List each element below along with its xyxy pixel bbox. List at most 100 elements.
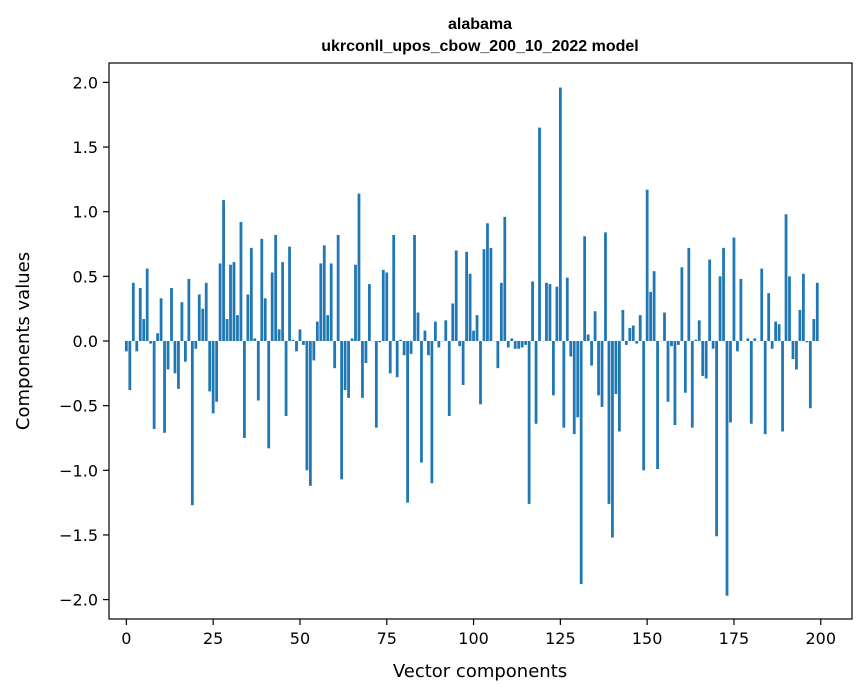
bar-27 xyxy=(218,263,222,341)
bar-55 xyxy=(315,321,319,341)
bar-125 xyxy=(558,87,562,341)
bar-140 xyxy=(611,341,614,538)
bar-184 xyxy=(763,341,767,435)
bar-130 xyxy=(576,341,580,418)
bar-109 xyxy=(503,216,507,341)
bar-99 xyxy=(468,273,472,341)
y-tick-label: −1.5 xyxy=(59,526,98,545)
bar-185 xyxy=(767,293,771,341)
bar-35 xyxy=(246,294,250,341)
bar-59 xyxy=(329,263,333,341)
bar-139 xyxy=(607,341,611,504)
bar-113 xyxy=(517,341,521,349)
bar-18 xyxy=(187,278,191,341)
bar-31 xyxy=(232,262,236,341)
y-tick-label: 0.5 xyxy=(73,267,98,286)
bar-169 xyxy=(711,341,715,349)
bar-167 xyxy=(704,341,708,379)
bar-17 xyxy=(183,341,187,362)
bar-144 xyxy=(624,341,628,345)
bar-33 xyxy=(239,222,243,341)
bar-138 xyxy=(604,232,607,341)
bar-87 xyxy=(427,341,430,356)
bar-76 xyxy=(388,341,392,374)
bar-86 xyxy=(423,330,427,341)
bar-149 xyxy=(642,341,646,471)
bar-14 xyxy=(173,341,177,374)
bar-56 xyxy=(319,263,323,341)
bar-84 xyxy=(416,312,420,341)
bar-100 xyxy=(472,330,475,341)
bar-170 xyxy=(715,341,718,537)
bar-85 xyxy=(420,341,423,463)
bar-161 xyxy=(683,341,687,393)
bar-6 xyxy=(145,268,149,341)
bar-165 xyxy=(697,320,701,341)
bar-151 xyxy=(649,291,653,341)
bar-60 xyxy=(333,341,337,369)
bar-141 xyxy=(614,341,618,395)
bar-189 xyxy=(781,341,784,432)
bar-98 xyxy=(465,251,468,341)
bar-50 xyxy=(298,329,302,341)
y-tick-label: −0.5 xyxy=(59,397,98,416)
bar-103 xyxy=(482,249,486,341)
bar-111 xyxy=(510,338,514,341)
y-tick-label: 1.0 xyxy=(73,203,98,222)
bar-171 xyxy=(718,276,722,341)
bar-93 xyxy=(447,341,451,416)
bar-150 xyxy=(645,189,649,341)
bar-173 xyxy=(725,341,729,596)
bar-127 xyxy=(565,277,569,341)
bar-73 xyxy=(378,341,382,343)
bar-188 xyxy=(777,324,781,341)
bar-102 xyxy=(479,341,482,405)
bar-2 xyxy=(131,282,135,341)
bar-131 xyxy=(579,341,583,585)
bar-158 xyxy=(673,341,677,426)
bar-123 xyxy=(552,341,555,396)
bar-122 xyxy=(548,284,552,341)
bar-41 xyxy=(267,341,271,449)
bar-61 xyxy=(336,234,340,341)
bar-89 xyxy=(433,321,437,341)
bar-65 xyxy=(350,338,354,341)
bar-108 xyxy=(499,282,503,341)
bar-152 xyxy=(652,271,656,341)
bar-157 xyxy=(670,341,673,347)
bar-20 xyxy=(194,341,198,349)
bar-37 xyxy=(253,338,257,341)
bar-53 xyxy=(308,341,312,486)
bar-40 xyxy=(263,298,267,341)
bar-164 xyxy=(694,339,698,341)
bar-136 xyxy=(597,341,600,396)
bar-63 xyxy=(343,341,347,391)
bar-124 xyxy=(555,286,559,341)
bar-9 xyxy=(156,333,159,341)
bar-0 xyxy=(124,341,128,352)
bar-180 xyxy=(749,341,753,424)
bar-42 xyxy=(270,272,274,341)
bar-117 xyxy=(531,281,534,341)
bar-186 xyxy=(770,341,774,349)
x-tick-label: 150 xyxy=(632,629,663,648)
y-tick-label: 1.5 xyxy=(73,138,98,157)
bar-116 xyxy=(527,341,531,504)
bar-28 xyxy=(222,200,225,341)
bar-95 xyxy=(454,250,458,341)
chart-title: alabama xyxy=(448,16,512,33)
bar-16 xyxy=(180,302,184,341)
bar-96 xyxy=(458,341,462,347)
x-tick-label: 200 xyxy=(805,629,836,648)
bar-26 xyxy=(215,341,219,402)
bar-156 xyxy=(666,341,670,402)
bar-194 xyxy=(798,309,802,341)
bar-132 xyxy=(583,236,587,341)
bar-115 xyxy=(524,341,528,345)
y-tick-label: −1.0 xyxy=(59,461,98,480)
bar-62 xyxy=(340,341,344,480)
bar-133 xyxy=(586,334,590,341)
bar-137 xyxy=(600,341,604,407)
bar-175 xyxy=(732,237,736,341)
bar-34 xyxy=(243,341,246,438)
